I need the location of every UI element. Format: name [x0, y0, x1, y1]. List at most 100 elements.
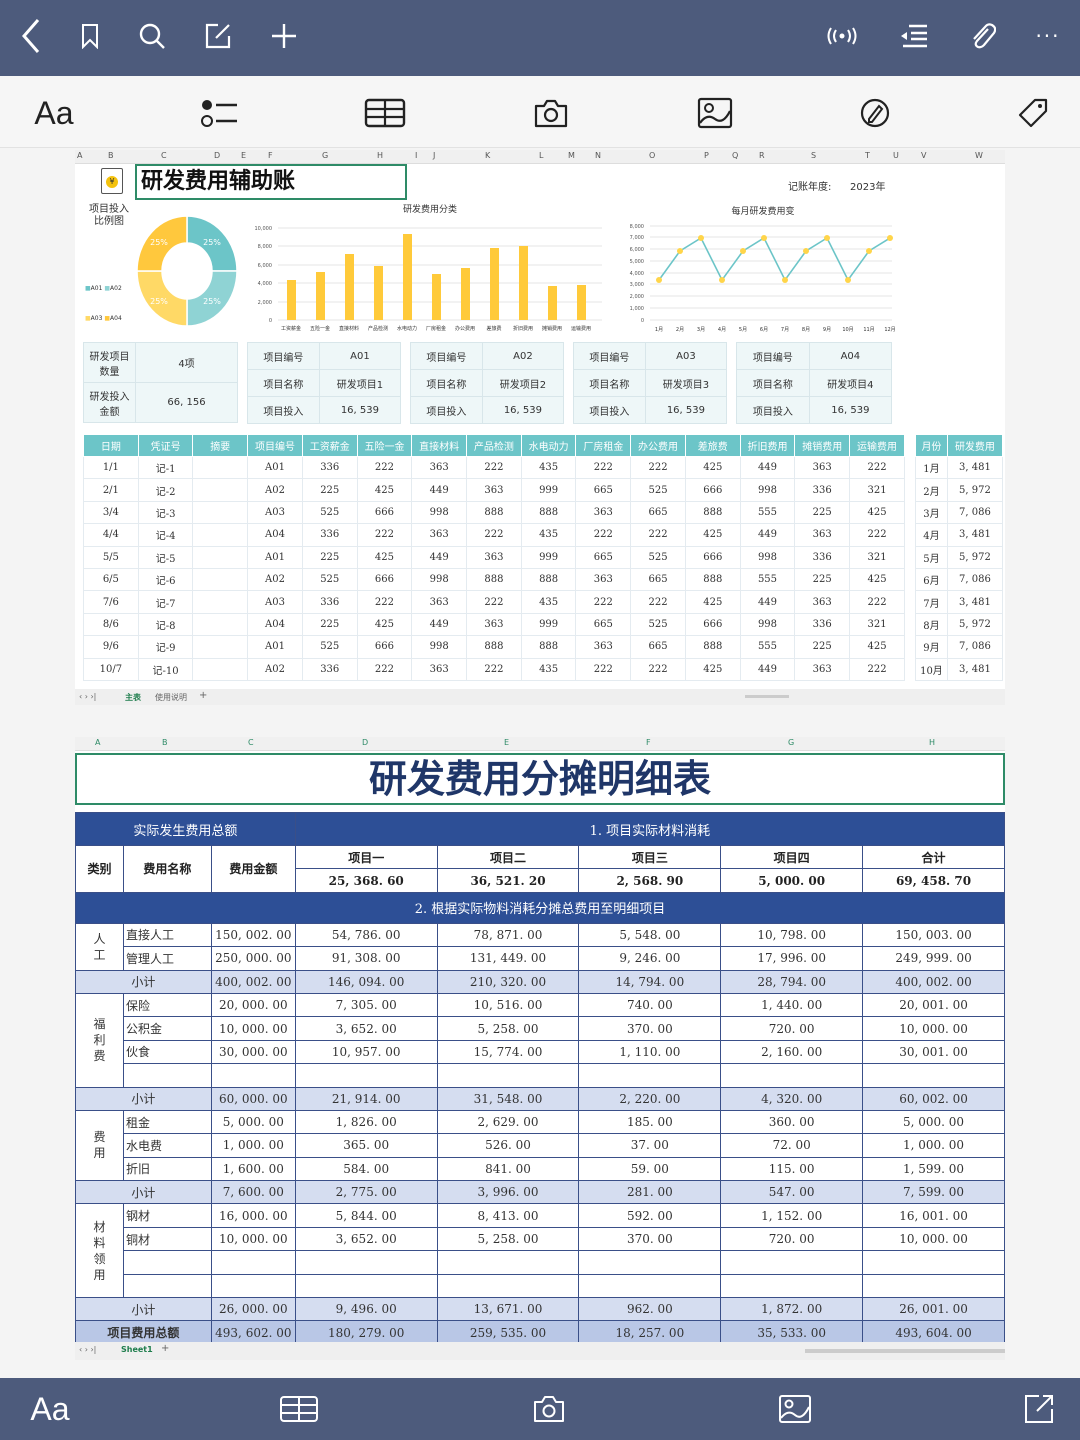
amount-cell[interactable]: 54, 786. 00	[294, 922, 438, 948]
amount-cell[interactable]: 370. 00	[578, 1016, 722, 1041]
share-icon[interactable]	[1016, 1386, 1062, 1432]
ledger-cell[interactable]: 记-7	[137, 590, 194, 614]
add-sheet-button[interactable]: +	[161, 1343, 170, 1354]
amount-cell[interactable]: 91, 308. 00	[294, 946, 438, 971]
ledger-cell[interactable]: 7/6	[83, 590, 139, 614]
subtotal-cell[interactable]: 60, 002. 00	[862, 1086, 1005, 1111]
subtotal-cell[interactable]: 400, 002. 00	[210, 969, 296, 994]
expense-name-cell[interactable]: 水电费	[122, 1133, 212, 1158]
ledger-cell[interactable]: 363	[794, 590, 851, 614]
ledger-cell[interactable]: 363	[411, 657, 468, 681]
amount-cell[interactable]: 10, 000. 00	[210, 1016, 296, 1041]
amount-cell[interactable]: 250, 000. 00	[210, 946, 296, 971]
amount-cell[interactable]: 10, 000. 00	[862, 1016, 1005, 1041]
subtotal-cell[interactable]: 26, 000. 00	[210, 1297, 296, 1322]
bookmark-icon[interactable]	[68, 14, 112, 58]
ledger-cell[interactable]: 525	[630, 612, 686, 637]
amount-cell[interactable]: 10, 000. 00	[862, 1226, 1005, 1252]
ledger-cell[interactable]: 449	[739, 657, 796, 681]
ledger-cell[interactable]: 记-5	[137, 545, 194, 569]
month-cell[interactable]: 2月	[915, 478, 948, 502]
month-cell[interactable]: 3, 481	[946, 590, 1004, 614]
add-icon[interactable]	[262, 14, 306, 58]
ledger-cell[interactable]: 记-2	[137, 478, 194, 502]
month-cell[interactable]: 7, 086	[946, 567, 1004, 592]
amount-cell[interactable]: 5, 258. 00	[436, 1226, 580, 1252]
amount-cell[interactable]	[436, 1250, 580, 1275]
ledger-cell[interactable]: 222	[575, 455, 632, 480]
subtotal-cell[interactable]: 60, 000. 00	[210, 1086, 296, 1111]
ledger-cell[interactable]: 1/1	[83, 455, 139, 480]
ledger-cell[interactable]: 4/4	[83, 523, 139, 547]
amount-cell[interactable]: 15, 774. 00	[436, 1039, 580, 1065]
amount-cell[interactable]: 7, 305. 00	[294, 992, 438, 1018]
amount-cell[interactable]: 10, 798. 00	[720, 922, 864, 948]
ledger-cell[interactable]: 555	[739, 635, 796, 659]
ledger-cell[interactable]	[192, 635, 249, 659]
ledger-cell[interactable]: 425	[356, 612, 413, 637]
ledger-cell[interactable]: A01	[247, 455, 303, 480]
amount-cell[interactable]: 10, 957. 00	[294, 1039, 438, 1065]
ledger-cell[interactable]: A02	[247, 478, 303, 502]
ledger-cell[interactable]: 363	[411, 590, 468, 614]
amount-cell[interactable]	[210, 1273, 296, 1299]
month-cell[interactable]: 6月	[915, 567, 948, 592]
ledger-cell[interactable]: 222	[466, 455, 522, 480]
ledger-cell[interactable]: 425	[356, 545, 413, 569]
add-sheet-button[interactable]: +	[199, 690, 208, 701]
ledger-cell[interactable]: 336	[794, 478, 851, 502]
amount-cell[interactable]: 526. 00	[436, 1133, 580, 1158]
amount-cell[interactable]: 17, 996. 00	[720, 946, 864, 971]
amount-cell[interactable]: 5, 844. 00	[294, 1203, 438, 1228]
ledger-cell[interactable]: 363	[575, 500, 632, 525]
ledger-title[interactable]: 研发费用辅助账	[135, 164, 407, 200]
ledger-cell[interactable]: 555	[739, 567, 796, 592]
ledger-cell[interactable]: 888	[684, 567, 741, 592]
month-cell[interactable]: 5, 972	[946, 612, 1004, 637]
outline-icon[interactable]	[892, 14, 936, 58]
ledger-cell[interactable]: A04	[247, 612, 303, 637]
camera-icon[interactable]	[528, 90, 574, 136]
month-cell[interactable]: 3, 481	[946, 455, 1004, 480]
ledger-cell[interactable]: 336	[301, 523, 358, 547]
subtotal-cell[interactable]: 210, 320. 00	[436, 969, 580, 994]
search-icon[interactable]	[130, 14, 174, 58]
ledger-cell[interactable]: 666	[356, 635, 413, 659]
amount-cell[interactable]: 3, 652. 00	[294, 1226, 438, 1252]
subtotal-cell[interactable]: 400, 002. 00	[862, 969, 1005, 994]
expense-name-cell[interactable]	[122, 1250, 212, 1275]
ledger-cell[interactable]: 225	[301, 612, 358, 637]
amount-cell[interactable]: 20, 000. 00	[210, 992, 296, 1018]
amount-cell[interactable]	[436, 1063, 580, 1088]
amount-cell[interactable]: 592. 00	[578, 1203, 722, 1228]
amount-cell[interactable]: 5, 258. 00	[436, 1016, 580, 1041]
ledger-cell[interactable]: 363	[575, 567, 632, 592]
subtotal-cell[interactable]: 2, 220. 00	[578, 1086, 722, 1111]
ledger-cell[interactable]: 998	[739, 545, 796, 569]
tag-icon[interactable]	[1010, 90, 1056, 136]
subtotal-cell[interactable]: 962. 00	[578, 1297, 722, 1322]
subtotal-cell[interactable]: 13, 671. 00	[436, 1297, 580, 1322]
ledger-cell[interactable]	[192, 657, 249, 681]
amount-cell[interactable]: 841. 00	[436, 1156, 580, 1182]
subtotal-cell[interactable]: 26, 001. 00	[862, 1297, 1005, 1322]
ledger-cell[interactable]: 998	[411, 635, 468, 659]
sheet-nav-arrows[interactable]: ‹ › ›|	[79, 692, 97, 701]
total-cell[interactable]: 493, 602. 00	[210, 1320, 296, 1345]
ledger-cell[interactable]: 425	[684, 455, 741, 480]
camera-icon[interactable]	[526, 1386, 572, 1432]
checklist-icon[interactable]	[196, 90, 242, 136]
ledger-cell[interactable]: 435	[520, 657, 577, 681]
subtotal-cell[interactable]: 9, 496. 00	[294, 1297, 438, 1322]
ledger-cell[interactable]: 222	[575, 657, 632, 681]
ledger-cell[interactable]: 425	[849, 567, 905, 592]
ledger-cell[interactable]: 666	[356, 500, 413, 525]
expense-name-cell[interactable]	[122, 1273, 212, 1299]
amount-cell[interactable]: 720. 00	[720, 1226, 864, 1252]
amount-cell[interactable]: 1, 599. 00	[862, 1156, 1005, 1182]
ledger-cell[interactable]: 222	[466, 523, 522, 547]
month-cell[interactable]: 5, 972	[946, 545, 1004, 569]
amount-cell[interactable]: 5, 548. 00	[578, 922, 722, 948]
ledger-cell[interactable]: 425	[849, 500, 905, 525]
amount-cell[interactable]: 1, 440. 00	[720, 992, 864, 1018]
